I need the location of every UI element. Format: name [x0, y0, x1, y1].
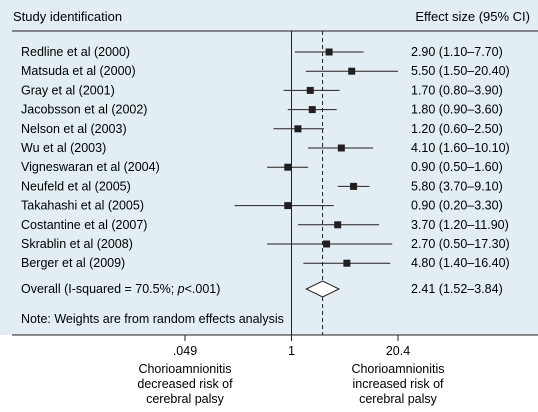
overall-ci-label: 2.41 (1.52–3.84) — [411, 282, 503, 296]
study-name: Nelson et al (2003) — [21, 122, 127, 136]
caption-left-line: decreased risk of — [137, 377, 233, 391]
study-name: Jacobsson et al (2002) — [21, 103, 147, 117]
effect-marker — [334, 221, 342, 229]
effect-size-label: 0.90 (0.50–1.60) — [411, 160, 503, 174]
effect-size-label: 4.10 (1.60–10.10) — [411, 141, 510, 155]
effect-marker — [294, 125, 302, 133]
study-row: Redline et al (2000) 2.90 (1.10–7.70) — [21, 45, 503, 59]
study-name: Neufeld et al (2005) — [21, 179, 131, 193]
effect-size-label: 5.50 (1.50–20.40) — [411, 64, 510, 78]
effect-marker — [306, 86, 314, 94]
caption-right-line: cerebral palsy — [359, 392, 438, 406]
x-axis: .049 1 20.4 — [173, 335, 410, 358]
study-name: Costantine et al (2007) — [21, 218, 147, 232]
study-row: Takahashi et al (2005) 0.90 (0.20–3.30) — [21, 199, 503, 213]
overall-diamond — [305, 280, 341, 298]
axis-tick-label: .049 — [173, 344, 197, 358]
caption-left-line: Chorioamnionitis — [138, 362, 231, 376]
effect-size-label: 2.70 (0.50–17.30) — [411, 237, 510, 251]
axis-tick-label: 1 — [288, 344, 295, 358]
effect-marker — [343, 259, 351, 267]
study-row: Costantine et al (2007) 3.70 (1.20–11.90) — [21, 218, 509, 232]
effect-size-label: 1.70 (0.80–3.90) — [411, 83, 503, 97]
effect-size-header: Effect size (95% CI) — [415, 9, 530, 24]
weights-note: Note: Weights are from random effects an… — [21, 312, 284, 326]
overall-row: Overall (I-squared = 70.5%; p<.001) 2.41… — [21, 280, 503, 298]
effect-marker — [350, 182, 358, 190]
study-row: Jacobsson et al (2002) 1.80 (0.90–3.60) — [21, 103, 503, 117]
axis-tick-label: 20.4 — [386, 344, 410, 358]
effect-marker — [325, 48, 333, 56]
study-row: Berger et al (2009) 4.80 (1.40–16.40) — [21, 256, 510, 270]
effect-marker — [284, 202, 292, 210]
study-name: Wu et al (2003) — [21, 141, 106, 155]
effect-size-label: 0.90 (0.20–3.30) — [411, 199, 503, 213]
study-rows: Redline et al (2000) 2.90 (1.10–7.70) Mats… — [21, 45, 510, 270]
study-row: Matsuda et al (2000) 5.50 (1.50–20.40) — [21, 64, 510, 78]
study-row: Vigneswaran et al (2004) 0.90 (0.50–1.60) — [21, 160, 503, 174]
study-name: Takahashi et al (2005) — [21, 199, 144, 213]
effect-size-label: 3.70 (1.20–11.90) — [411, 218, 509, 232]
caption-right-line: increased risk of — [352, 377, 444, 391]
effect-marker — [337, 144, 345, 152]
effect-marker — [323, 240, 331, 248]
effect-marker — [348, 67, 356, 75]
overall-label: Overall (I-squared = 70.5%; p<.001) — [21, 282, 220, 296]
effect-size-label: 5.80 (3.70–9.10) — [411, 179, 503, 193]
study-row: Skrablin et al (2008) 2.70 (0.50–17.30) — [21, 237, 510, 251]
study-name: Vigneswaran et al (2004) — [21, 160, 160, 174]
study-row: Neufeld et al (2005) 5.80 (3.70–9.10) — [21, 179, 503, 193]
study-name: Redline et al (2000) — [21, 45, 130, 59]
study-name: Skrablin et al (2008) — [21, 237, 133, 251]
effect-size-label: 1.80 (0.90–3.60) — [411, 103, 503, 117]
caption-right-line: Chorioamnionitis — [351, 362, 444, 376]
effect-marker — [308, 106, 316, 114]
effect-size-label: 2.90 (1.10–7.70) — [411, 45, 503, 59]
study-identification-header: Study identification — [13, 9, 122, 24]
study-name: Gray et al (2001) — [21, 83, 115, 97]
study-row: Nelson et al (2003) 1.20 (0.60–2.50) — [21, 122, 503, 136]
study-row: Wu et al (2003) 4.10 (1.60–10.10) — [21, 141, 510, 155]
effect-marker — [284, 163, 292, 171]
effect-size-label: 1.20 (0.60–2.50) — [411, 122, 503, 136]
effect-size-label: 4.80 (1.40–16.40) — [411, 256, 510, 270]
study-name: Matsuda et al (2000) — [21, 64, 136, 78]
study-row: Gray et al (2001) 1.70 (0.80–3.90) — [21, 83, 503, 97]
study-name: Berger et al (2009) — [21, 256, 125, 270]
caption-left-line: cerebral palsy — [146, 392, 225, 406]
